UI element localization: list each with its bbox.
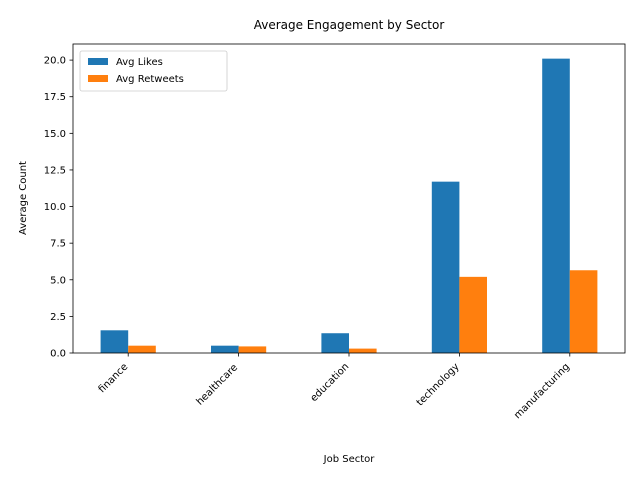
y-tick-label: 15.0 [44,129,66,140]
bar-avg-retweets-technology [459,276,487,353]
chart-title: Average Engagement by Sector [254,18,445,32]
y-tick-label: 20.0 [44,56,66,67]
bar-avg-likes-education [321,333,349,353]
legend-label-avg-likes: Avg Likes [116,57,163,68]
y-tick-label: 7.5 [50,239,66,250]
legend-label-avg-retweets: Avg Retweets [116,74,184,85]
bar-avg-retweets-finance [128,345,156,353]
bar-avg-retweets-education [349,348,377,353]
bar-avg-likes-finance [100,330,129,353]
legend-box [79,50,228,92]
y-tick-label: 10.0 [44,202,66,213]
y-axis-ticks: 0.0 2.5 5.0 7.5 10.0 12.5 15.0 17.5 20.0 [44,56,73,360]
y-tick-label: 0.0 [50,349,66,360]
y-tick-label: 17.5 [44,92,66,103]
x-tick-label-finance: finance [97,362,131,396]
bars-layer [100,58,598,353]
y-tick-label: 12.5 [44,165,66,176]
x-axis-ticks: finance healthcare education technology manu… [97,353,572,421]
x-tick-label-technology: technology [415,361,462,408]
legend-swatch-avg-retweets [88,75,108,82]
x-axis-label: Job Sector [323,454,376,465]
legend-swatch-avg-likes [88,58,108,65]
y-tick-label: 5.0 [50,275,66,286]
bar-avg-retweets-manufacturing [569,270,598,353]
bar-avg-likes-manufacturing [542,58,570,353]
legend: Avg Likes Avg Retweets [79,50,228,92]
bar-avg-likes-technology [431,181,460,353]
plot-frame [72,43,626,354]
x-tick-label-manufacturing: manufacturing [512,361,572,421]
y-axis-label: Average Count [18,161,29,235]
x-tick-label-healthcare: healthcare [195,362,240,407]
bar-avg-likes-healthcare [211,345,239,353]
bar-avg-retweets-healthcare [238,346,267,353]
y-tick-label: 2.5 [50,312,66,323]
x-tick-label-education: education [309,361,352,404]
